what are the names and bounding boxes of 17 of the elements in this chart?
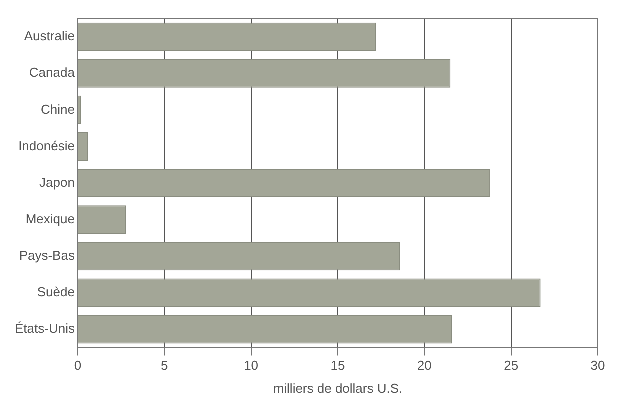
y-tick-label: États-Unis: [14, 321, 76, 336]
y-tick-label: Indonésie: [18, 138, 75, 154]
y-tick-label: Mexique: [26, 211, 75, 226]
y-tick-label: Japon: [40, 174, 75, 190]
y-tick-label: Suède: [37, 284, 75, 300]
x-tick-label: 20: [417, 358, 432, 374]
x-tick-label: 10: [244, 358, 259, 374]
y-tick-label: Canada: [29, 65, 76, 80]
x-tick-label: 5: [161, 358, 168, 374]
x-tick-label: 0: [74, 358, 82, 374]
x-axis-title: milliers de dollars U.S.: [273, 380, 403, 396]
x-tick-label: 30: [590, 358, 606, 374]
x-tick-label: 25: [504, 358, 519, 374]
y-tick-label: Pays-Bas: [19, 248, 76, 263]
y-tick-label: Chine: [40, 102, 75, 117]
x-tick-label: 15: [330, 358, 346, 374]
y-tick-label: Australie: [24, 28, 75, 44]
